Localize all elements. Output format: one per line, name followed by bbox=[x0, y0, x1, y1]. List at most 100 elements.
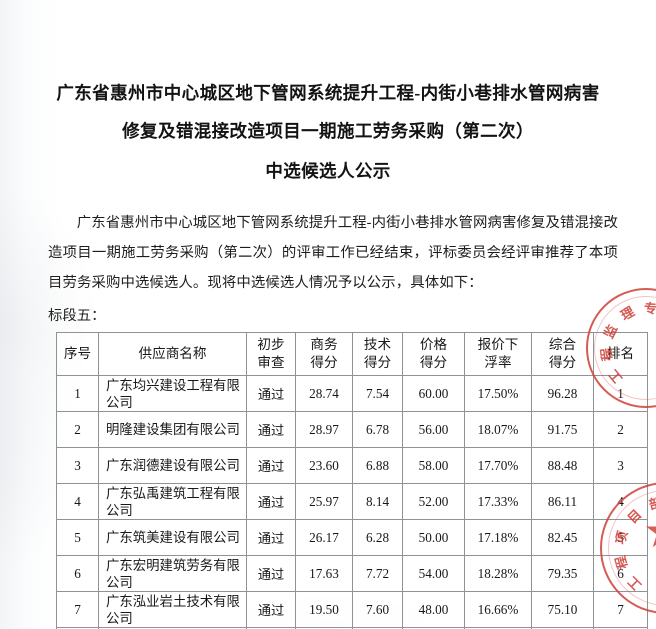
cell-supplier: 广东均兴建设工程有限公司 bbox=[98, 375, 247, 412]
cell-discount_rate: 16.66% bbox=[464, 591, 532, 628]
cell-technical_score: 7.72 bbox=[352, 555, 403, 592]
cell-rank: 7 bbox=[593, 591, 648, 628]
cell-business_score: 28.97 bbox=[295, 411, 353, 448]
candidate-table-body: 1 广东均兴建设工程有限公司 通过 28.74 7.54 60.00 17.50% 96.28… bbox=[56, 375, 648, 629]
column-header-technical-score: 技术 得分 bbox=[352, 332, 403, 376]
cell-supplier: 广东筑美建设有限公司 bbox=[98, 519, 247, 556]
table-row: 6 广东宏明建筑劳务有限公司 通过 17.63 7.72 54.00 18.28% 79.35… bbox=[56, 555, 648, 592]
header-text: 初步 bbox=[257, 337, 285, 352]
document-title-line-1: 广东省惠州市中心城区地下管网系统提升工程-内街小巷排水管网病害 bbox=[56, 83, 600, 103]
candidate-table-wrapper: 序号 供应商名称 初步 审查 商务 得分 技术 得分 bbox=[56, 332, 648, 629]
cell-business_score: 17.63 bbox=[295, 555, 353, 592]
document-subtitle: 中选候选人公示 bbox=[265, 161, 391, 181]
cell-rank: 4 bbox=[593, 483, 648, 520]
cell-rank: 3 bbox=[593, 447, 648, 484]
column-header-supplier: 供应商名称 bbox=[98, 332, 247, 376]
cell-review: 通过 bbox=[246, 411, 296, 448]
cell-price_score: 48.00 bbox=[402, 591, 465, 628]
column-header-price-score: 价格 得分 bbox=[402, 332, 465, 376]
cell-discount_rate: 17.70% bbox=[464, 447, 532, 484]
header-text: 得分 bbox=[548, 355, 577, 370]
cell-supplier: 广东弘禹建筑工程有限公司 bbox=[98, 483, 247, 520]
cell-no: 5 bbox=[56, 519, 99, 556]
cell-price_score: 56.00 bbox=[402, 411, 465, 448]
cell-supplier: 广东宏明建筑劳务有限公司 bbox=[98, 555, 247, 592]
header-text: 审查 bbox=[257, 355, 285, 370]
cell-review: 通过 bbox=[246, 519, 296, 556]
table-header-row: 序号 供应商名称 初步 审查 商务 得分 技术 得分 bbox=[56, 332, 648, 376]
cell-no: 7 bbox=[56, 591, 99, 628]
cell-supplier: 明隆建设集团有限公司 bbox=[98, 411, 247, 448]
cell-review: 通过 bbox=[246, 555, 296, 592]
table-row: 3 广东润德建设有限公司 通过 23.60 6.88 58.00 17.70% 88.48 3 bbox=[56, 447, 648, 484]
cell-review: 通过 bbox=[246, 591, 296, 628]
cell-review: 通过 bbox=[246, 483, 296, 520]
header-text: 序号 bbox=[63, 346, 92, 361]
table-row: 5 广东筑美建设有限公司 通过 26.17 6.28 50.00 17.18% 82.45 5 bbox=[56, 519, 648, 556]
cell-no: 6 bbox=[56, 555, 99, 592]
cell-discount_rate: 17.33% bbox=[464, 483, 532, 520]
header-text: 报价下 bbox=[477, 337, 519, 352]
cell-price_score: 52.00 bbox=[402, 483, 465, 520]
cell-discount_rate: 18.07% bbox=[464, 411, 532, 448]
cell-no: 4 bbox=[56, 483, 99, 520]
header-text: 商务 bbox=[310, 337, 338, 352]
cell-review: 通过 bbox=[246, 375, 296, 412]
header-text: 得分 bbox=[363, 355, 392, 370]
cell-price_score: 60.00 bbox=[402, 375, 465, 412]
cell-business_score: 26.17 bbox=[295, 519, 353, 556]
header-text: 得分 bbox=[419, 355, 448, 370]
cell-technical_score: 6.28 bbox=[352, 519, 403, 556]
candidate-results-table: 序号 供应商名称 初步 审查 商务 得分 技术 得分 bbox=[56, 332, 648, 629]
cell-technical_score: 8.14 bbox=[352, 483, 403, 520]
announcement-paragraph: 广东省惠州市中心城区地下管网系统提升工程-内街小巷排水管网病害修复及错混接改造项… bbox=[48, 215, 618, 291]
cell-review: 通过 bbox=[246, 447, 296, 484]
cell-no: 1 bbox=[56, 375, 99, 412]
table-row: 1 广东均兴建设工程有限公司 通过 28.74 7.54 60.00 17.50% 96.28… bbox=[56, 375, 648, 412]
column-header-no: 序号 bbox=[56, 332, 99, 376]
cell-supplier: 广东泓业岩土技术有限公司 bbox=[98, 591, 247, 628]
cell-total_score: 96.28 bbox=[531, 375, 594, 412]
cell-business_score: 25.97 bbox=[295, 483, 353, 520]
table-row: 2 明隆建设集团有限公司 通过 28.97 6.78 56.00 18.07% 91.75 2 bbox=[56, 411, 648, 448]
cell-total_score: 91.75 bbox=[531, 411, 594, 448]
cell-rank: 6 bbox=[593, 555, 648, 592]
cell-rank: 1 bbox=[593, 375, 648, 412]
seal-character: 部 bbox=[647, 494, 656, 513]
column-header-review: 初步 审查 bbox=[246, 332, 296, 376]
cell-supplier: 广东润德建设有限公司 bbox=[98, 447, 247, 484]
cell-technical_score: 6.78 bbox=[352, 411, 403, 448]
cell-total_score: 75.10 bbox=[531, 591, 594, 628]
header-text: 价格 bbox=[419, 337, 448, 352]
cell-total_score: 82.45 bbox=[531, 519, 594, 556]
header-text: 综合 bbox=[548, 337, 577, 352]
cell-discount_rate: 17.50% bbox=[464, 375, 532, 412]
column-header-total-score: 综合 得分 bbox=[531, 332, 594, 376]
cell-technical_score: 7.60 bbox=[352, 591, 403, 628]
column-header-discount-rate: 报价下 浮率 bbox=[464, 332, 532, 376]
cell-technical_score: 7.54 bbox=[352, 375, 403, 412]
cell-price_score: 50.00 bbox=[402, 519, 465, 556]
document-title-line-2: 修复及错混接改造项目一期施工劳务采购（第二次） bbox=[122, 121, 534, 141]
cell-rank: 5 bbox=[593, 519, 648, 556]
cell-no: 2 bbox=[56, 411, 99, 448]
cell-rank: 2 bbox=[593, 411, 648, 448]
column-header-business-score: 商务 得分 bbox=[295, 332, 353, 376]
header-text: 技术 bbox=[363, 337, 392, 352]
cell-rank: 8 bbox=[593, 627, 648, 629]
header-text: 排名 bbox=[606, 346, 635, 361]
announcement-body: 广东省惠州市中心城区地下管网系统提升工程-内街小巷排水管网病害修复及错混接改造项… bbox=[48, 208, 618, 298]
cell-business_score: 28.74 bbox=[295, 375, 353, 412]
table-row: 4 广东弘禹建筑工程有限公司 通过 25.97 8.14 52.00 17.33% 86.11… bbox=[56, 483, 648, 520]
table-row: 7 广东泓业岩土技术有限公司 通过 19.50 7.60 48.00 16.66% 75.10… bbox=[56, 591, 648, 628]
cell-price_score: 54.00 bbox=[402, 555, 465, 592]
cell-discount_rate: 17.18% bbox=[464, 519, 532, 556]
cell-total_score: 86.11 bbox=[531, 483, 594, 520]
cell-total_score: 88.48 bbox=[531, 447, 594, 484]
table-row: 8广东五华一建工程有限公司通过15.006.9246.0016.36%67.92… bbox=[56, 627, 648, 629]
cell-technical_score: 6.88 bbox=[352, 447, 403, 484]
header-text: 浮率 bbox=[484, 355, 512, 370]
column-header-rank: 排名 bbox=[593, 332, 648, 376]
cell-total_score: 79.35 bbox=[531, 555, 594, 592]
